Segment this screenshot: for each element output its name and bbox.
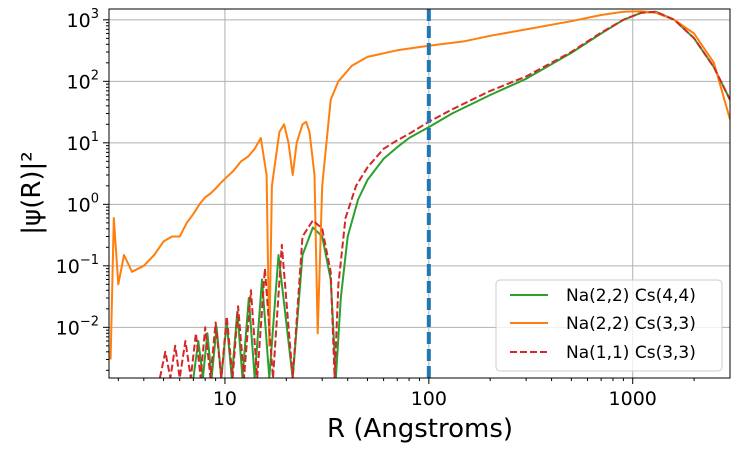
grid — [109, 9, 730, 378]
series-line-1 — [109, 10, 730, 360]
y-tick-label: 101 — [67, 130, 99, 155]
y-axis-ticks: 10−2 10−1 100 101 102 103 — [56, 7, 109, 371]
y-tick-label: 102 — [67, 68, 99, 93]
x-tick-label: 10 — [213, 388, 237, 410]
legend-box — [495, 279, 723, 372]
y-tick-label: 100 — [67, 191, 99, 216]
y-tick-label: 10−2 — [56, 314, 99, 339]
y-tick-label: 103 — [67, 7, 99, 32]
y-axis-label: |ψ(R)|² — [17, 151, 47, 234]
x-axis-label: R (Angstroms) — [327, 414, 513, 444]
y-tick-label: 10−1 — [56, 253, 99, 278]
legend-label-1: Na(2,2) Cs(3,3) — [566, 314, 696, 334]
x-tick-label: 100 — [411, 388, 447, 410]
legend-label-0: Na(2,2) Cs(4,4) — [566, 286, 696, 306]
x-tick-label: 1000 — [609, 388, 657, 410]
plot-area — [109, 9, 730, 378]
series-line-2 — [158, 10, 730, 378]
x-axis-ticks: 10 100 1000 — [117, 378, 695, 410]
legend-label-2: Na(1,1) Cs(3,3) — [566, 343, 696, 363]
legend: Na(2,2) Cs(4,4) Na(2,2) Cs(3,3) Na(1,1) … — [495, 279, 723, 372]
